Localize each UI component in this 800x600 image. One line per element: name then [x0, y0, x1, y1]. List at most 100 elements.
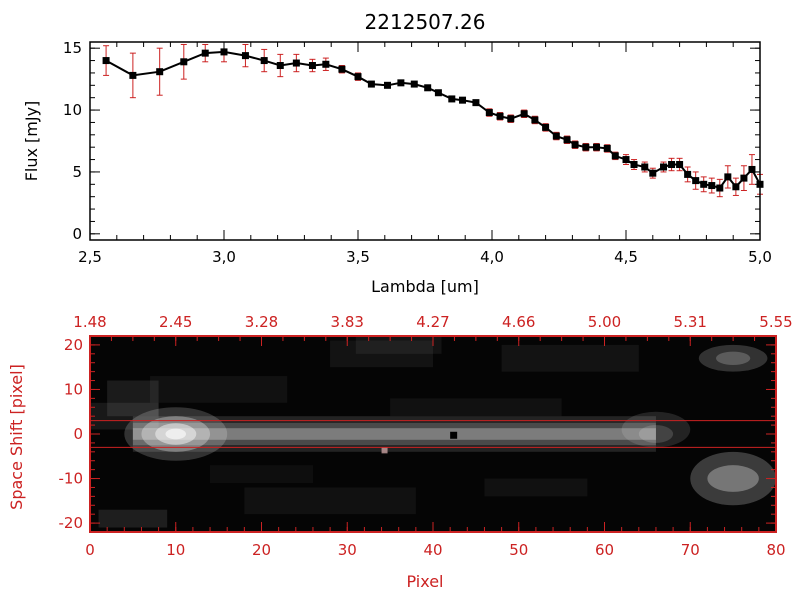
data-point [649, 169, 657, 177]
data-point [129, 71, 137, 79]
image-axes: 0 10 20 30 40 50 60 70 80 -20 -10 0 10 20 1.48 2.45 3.28… [59, 313, 793, 559]
data-point [603, 144, 611, 152]
shift-tick-label: 20 [64, 336, 83, 354]
data-point [367, 80, 375, 88]
y-tick-label: 10 [63, 101, 82, 119]
pixel-tick-label: 60 [595, 541, 614, 559]
image-background [90, 336, 776, 532]
shift-tick-label: -20 [59, 514, 84, 532]
source-blob [165, 428, 187, 440]
trace-band [132, 428, 656, 440]
data-point [582, 143, 590, 151]
y-axis-label: Flux [mJy] [22, 101, 41, 182]
x-tick-label: 3,5 [346, 248, 370, 266]
pixel-tick-label: 70 [681, 541, 700, 559]
data-point [622, 156, 630, 164]
data-point [684, 170, 692, 178]
dark-pixel-marker [450, 431, 458, 439]
trace-band [132, 422, 656, 446]
data-point [611, 152, 619, 160]
data-point [472, 99, 480, 107]
shift-tick-label: 10 [64, 380, 83, 398]
data-point [748, 165, 756, 173]
x-tick-label: 2,5 [78, 248, 102, 266]
noise-patch [244, 487, 416, 515]
pixel-tick-label: 40 [423, 541, 442, 559]
neighbour-source [707, 465, 759, 492]
data-point [180, 58, 188, 66]
trace-band [132, 416, 656, 452]
data-point [630, 161, 638, 169]
noise-patch [484, 478, 588, 497]
pixel-tick-label: 30 [338, 541, 357, 559]
data-point [716, 184, 724, 192]
data-point [732, 183, 740, 191]
noise-patch [107, 380, 159, 417]
space-shift-axis-label: Space Shift [pixel] [7, 364, 26, 510]
data-point [459, 96, 467, 104]
data-point [410, 80, 418, 88]
noise-patch [150, 376, 288, 403]
data-point [322, 60, 330, 68]
data-point [397, 79, 405, 87]
data-point [308, 62, 316, 70]
lambda-tick-label: 4.27 [416, 313, 449, 331]
x-tick-label: 4,0 [480, 248, 504, 266]
x-tick-label: 3,0 [212, 248, 236, 266]
lambda-tick-label: 2.45 [159, 313, 192, 331]
spectrum-axes: 2,5 3,0 3,5 4,0 4,5 5,0 0 5 10 15 [63, 39, 772, 266]
data-point [520, 110, 528, 118]
data-point [676, 161, 684, 169]
data-point [724, 173, 732, 181]
data-point [496, 112, 504, 120]
data-point [276, 62, 284, 70]
shift-tick-label: 0 [73, 425, 83, 443]
neighbour-source [690, 451, 776, 506]
data-point [156, 68, 164, 76]
lambda-tick-label: 5.55 [759, 313, 792, 331]
plot-frame [89, 41, 761, 241]
noise-patch [90, 402, 159, 430]
neighbour-source [715, 351, 751, 365]
data-point [708, 182, 716, 190]
data-point [260, 57, 268, 65]
data-point [507, 115, 515, 123]
data-point [424, 84, 432, 92]
pixel-tick-label: 10 [166, 541, 185, 559]
data-point [571, 141, 579, 149]
data-point [552, 132, 560, 140]
noise-patch [210, 465, 313, 483]
data-point [102, 57, 110, 65]
lambda-tick-label: 3.83 [331, 313, 364, 331]
lambda-tick-label: 1.48 [73, 313, 106, 331]
spectrum-panel: 2212507.26 2,5 3,0 3,5 4,0 4,5 5,0 0 5 10 15 Lamb… [22, 10, 772, 296]
shift-tick-label: -10 [59, 470, 84, 488]
lambda-tick-label: 3.28 [245, 313, 278, 331]
pixel-tick-label: 80 [766, 541, 785, 559]
data-point [641, 163, 649, 171]
secondary-blob [638, 425, 674, 443]
noise-patch [501, 344, 639, 372]
lambda-tick-label: 5.00 [588, 313, 621, 331]
pixel-tick-label: 0 [85, 541, 95, 559]
image-panel: 0 10 20 30 40 50 60 70 80 -20 -10 0 10 20 1.48 2.45 3.28… [7, 313, 793, 591]
x-axis-label: Lambda [um] [371, 277, 479, 296]
data-point [542, 123, 550, 131]
pixel-tick-label: 50 [509, 541, 528, 559]
y-tick-label: 15 [63, 39, 82, 57]
lambda-tick-label: 5.31 [674, 313, 707, 331]
y-tick-label: 0 [72, 225, 82, 243]
data-point [241, 52, 249, 60]
data-point [700, 180, 708, 188]
spectral-image [90, 336, 776, 532]
data-point [660, 163, 668, 171]
data-point [740, 174, 748, 182]
noise-patch [98, 509, 168, 528]
y-tick-label: 5 [72, 163, 82, 181]
x-tick-label: 4,5 [614, 248, 638, 266]
data-point [531, 116, 539, 124]
error-bars [103, 41, 763, 198]
neighbour-source [698, 344, 768, 372]
data-point [338, 65, 346, 73]
